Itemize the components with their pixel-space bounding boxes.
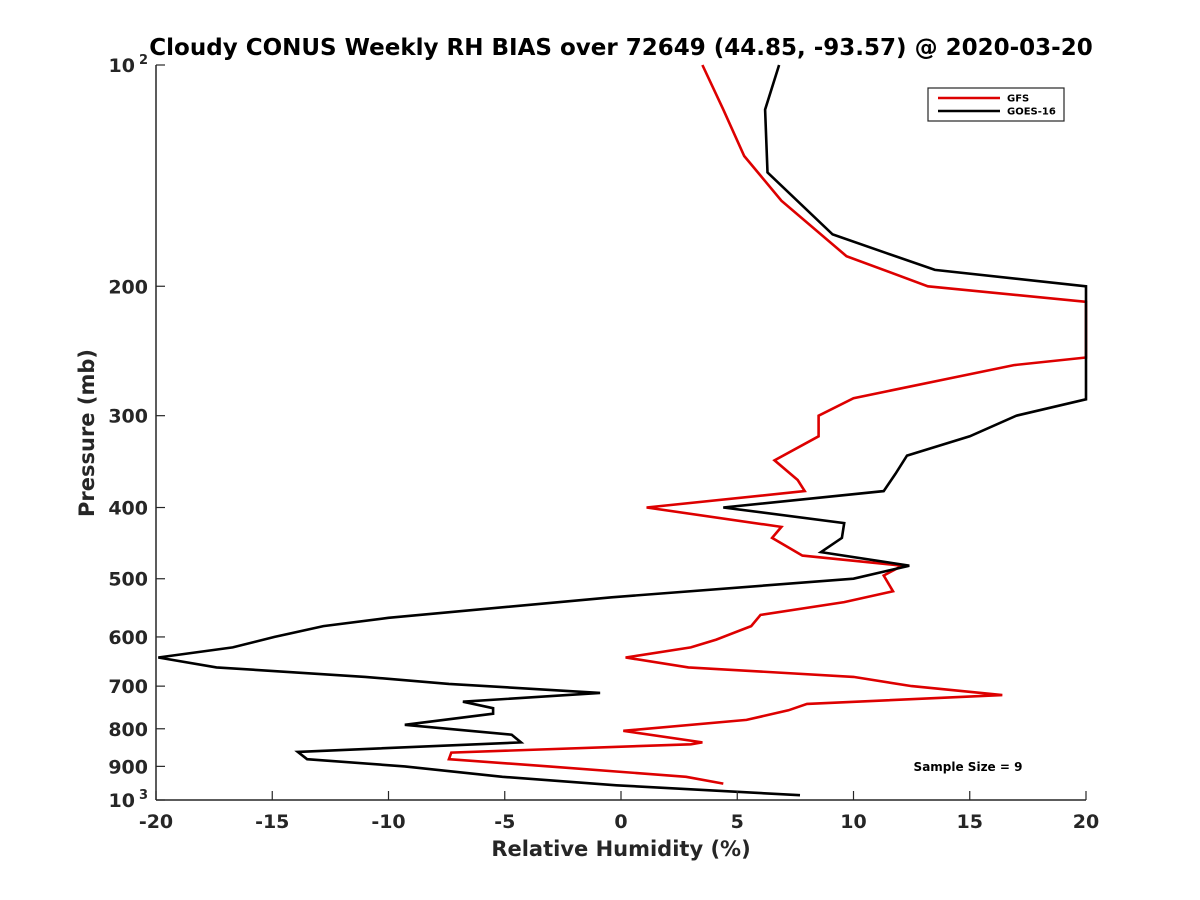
legend-label-gfs: GFS xyxy=(1007,94,1029,105)
legend-box xyxy=(927,87,1065,122)
y-tick-label-0: 10 xyxy=(109,55,135,77)
x-tick-label-5: 5 xyxy=(731,811,744,833)
y-tick-label-2: 300 xyxy=(108,406,148,428)
x-tick-label-3: -5 xyxy=(494,811,515,833)
y-tick-label-9: 10 xyxy=(109,790,135,812)
series-layer xyxy=(158,64,1088,797)
chart-title: Cloudy CONUS Weekly RH BIAS over 72649 (… xyxy=(149,35,1092,61)
x-tick-label-0: -20 xyxy=(139,811,173,833)
plot-area: -20 -15 -10 -5 0 5 10 15 20 10 2 200 300 400 500 600 700… xyxy=(108,53,1099,833)
y-tick-label-5: 600 xyxy=(108,627,148,649)
x-tick-label-2: -10 xyxy=(371,811,405,833)
legend-label-goes16: GOES-16 xyxy=(1007,107,1056,118)
y-tick-label-1: 200 xyxy=(108,276,148,298)
legend: GFS GOES-16 xyxy=(927,87,1065,122)
y-axis-label: Pressure (mb) xyxy=(75,349,99,517)
sample-size-annotation: Sample Size = 9 xyxy=(914,760,1023,774)
plot-frame xyxy=(156,65,1086,800)
y-tick-label-4: 500 xyxy=(108,569,148,591)
x-axis-label: Relative Humidity (%) xyxy=(491,837,750,861)
x-tick-label-6: 10 xyxy=(840,811,866,833)
y-tick-label-6: 700 xyxy=(108,676,148,698)
x-tick-label-4: 0 xyxy=(614,811,627,833)
y-tick-exponent-0: 2 xyxy=(139,53,148,68)
y-tick-label-7: 800 xyxy=(108,719,148,741)
series-line-1 xyxy=(158,64,1088,797)
tick-layer: -20 -15 -10 -5 0 5 10 15 20 10 2 200 300 400 500 600 700… xyxy=(108,53,1099,833)
x-tick-label-7: 15 xyxy=(957,811,983,833)
x-tick-label-8: 20 xyxy=(1073,811,1099,833)
y-tick-label-8: 900 xyxy=(108,756,148,778)
x-tick-label-1: -15 xyxy=(255,811,289,833)
y-tick-exponent-9: 3 xyxy=(139,788,148,803)
y-tick-label-3: 400 xyxy=(108,498,148,520)
